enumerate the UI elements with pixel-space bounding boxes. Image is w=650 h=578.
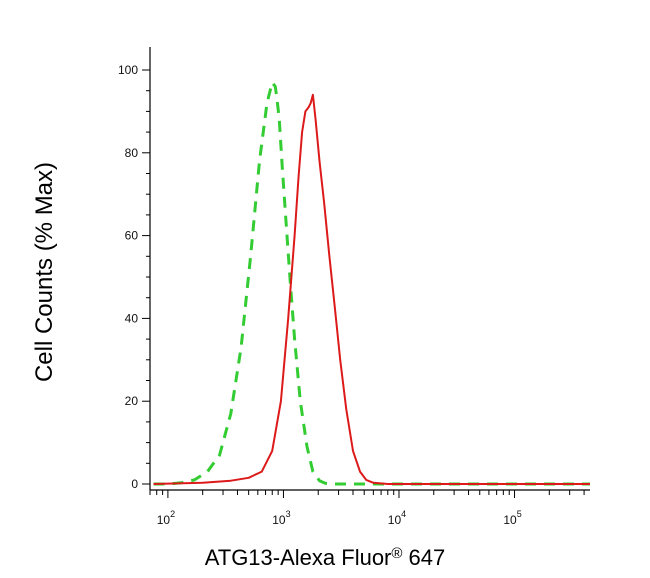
y-tick-label: 40	[125, 311, 139, 325]
x-axis-title-main: ATG13-Alexa Fluor	[205, 545, 392, 570]
x-axis-title-tail: 647	[402, 545, 445, 570]
x-axis-title-registered-mark: ®	[391, 545, 402, 562]
x-tick-label: 102	[157, 509, 175, 527]
y-axis-ticks: 0 20 40 60 80 100	[118, 63, 150, 491]
x-tick-label: 104	[388, 509, 406, 527]
x-tick-label: 105	[503, 509, 521, 527]
y-tick-label: 60	[125, 229, 139, 243]
y-tick-label: 0	[131, 477, 138, 491]
y-tick-label: 20	[125, 394, 139, 408]
series-layer	[153, 80, 590, 486]
y-tick-label: 80	[125, 146, 139, 160]
dashed-series-line	[153, 80, 590, 486]
y-tick-label: 100	[118, 63, 138, 77]
plot-frame	[149, 47, 590, 491]
x-axis-ticks: 102 103 104 105	[149, 490, 585, 527]
solid-series-line	[153, 93, 590, 485]
x-tick-label: 103	[272, 509, 290, 527]
y-axis-title: Cell Counts (% Max)	[31, 162, 58, 382]
x-axis-title: ATG13-Alexa Fluor® 647	[205, 545, 446, 570]
